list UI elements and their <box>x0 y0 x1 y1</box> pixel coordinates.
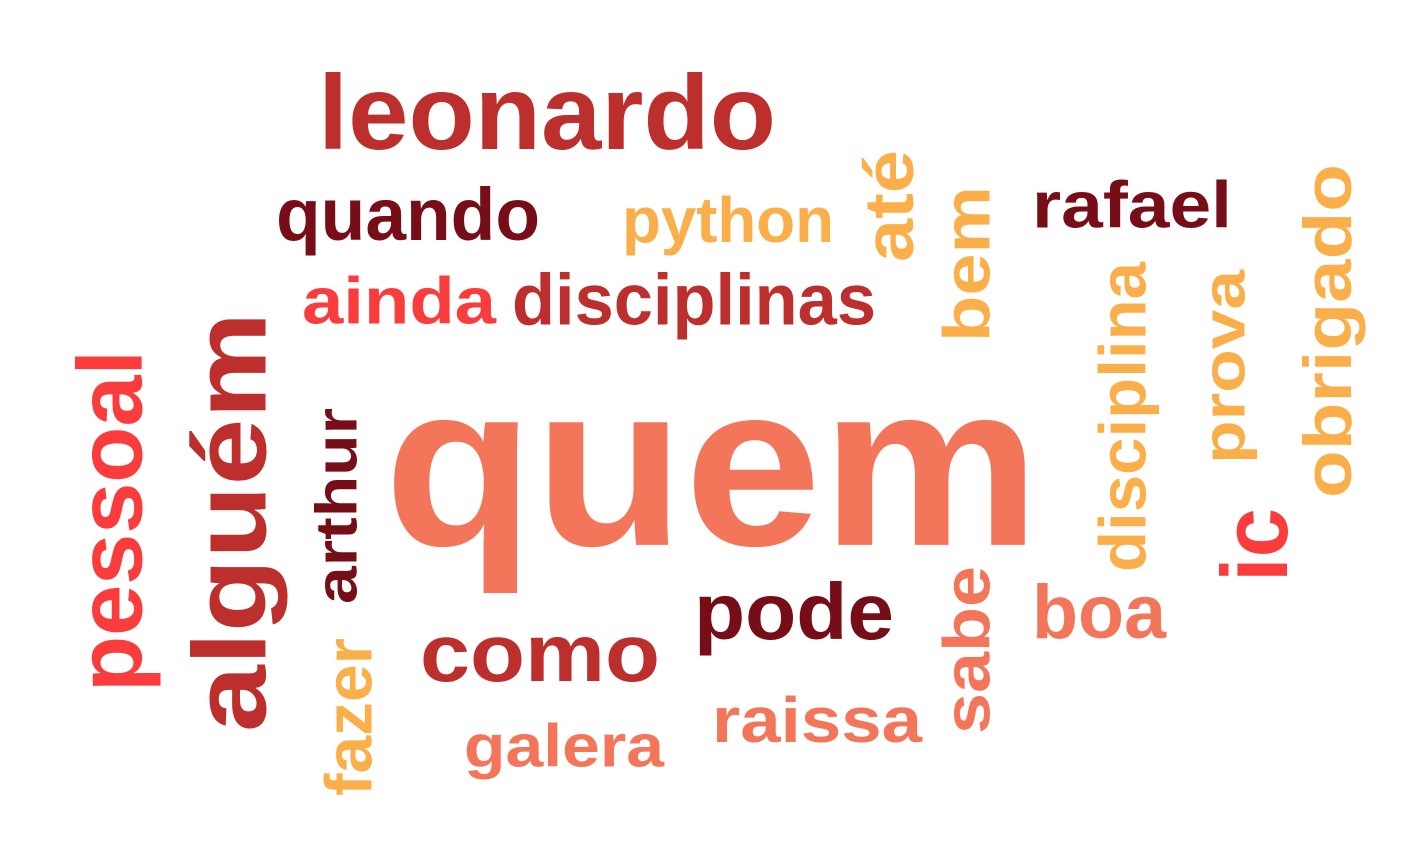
word-arthur: arthur <box>304 408 370 604</box>
word-python: python <box>622 184 834 256</box>
word-leonardo: leonardo <box>318 53 776 173</box>
word-alguem: alguém <box>171 312 289 732</box>
word-rafael: rafael <box>1032 168 1232 242</box>
word-pode: pode <box>694 567 894 657</box>
word-boa: boa <box>1032 569 1166 655</box>
word-obrigado: obrigado <box>1289 164 1367 498</box>
word-bem: bem <box>930 186 1004 342</box>
word-disciplina: disciplina <box>1086 262 1160 572</box>
word-ic: ic <box>1202 508 1308 582</box>
word-quando: quando <box>276 173 540 257</box>
word-prova: prova <box>1190 270 1258 464</box>
word-quem: quem <box>384 336 1040 596</box>
word-como: como <box>420 607 660 699</box>
word-ainda: ainda <box>302 264 496 338</box>
word-disciplinas: disciplinas <box>512 259 876 341</box>
word-fazer: fazer <box>312 638 386 796</box>
word-sabe: sabe <box>930 566 1004 734</box>
word-galera: galera <box>464 712 664 780</box>
word-pessoal: pessoal <box>58 350 162 692</box>
word-ate: até <box>849 150 929 262</box>
word-raissa: raissa <box>712 684 922 756</box>
